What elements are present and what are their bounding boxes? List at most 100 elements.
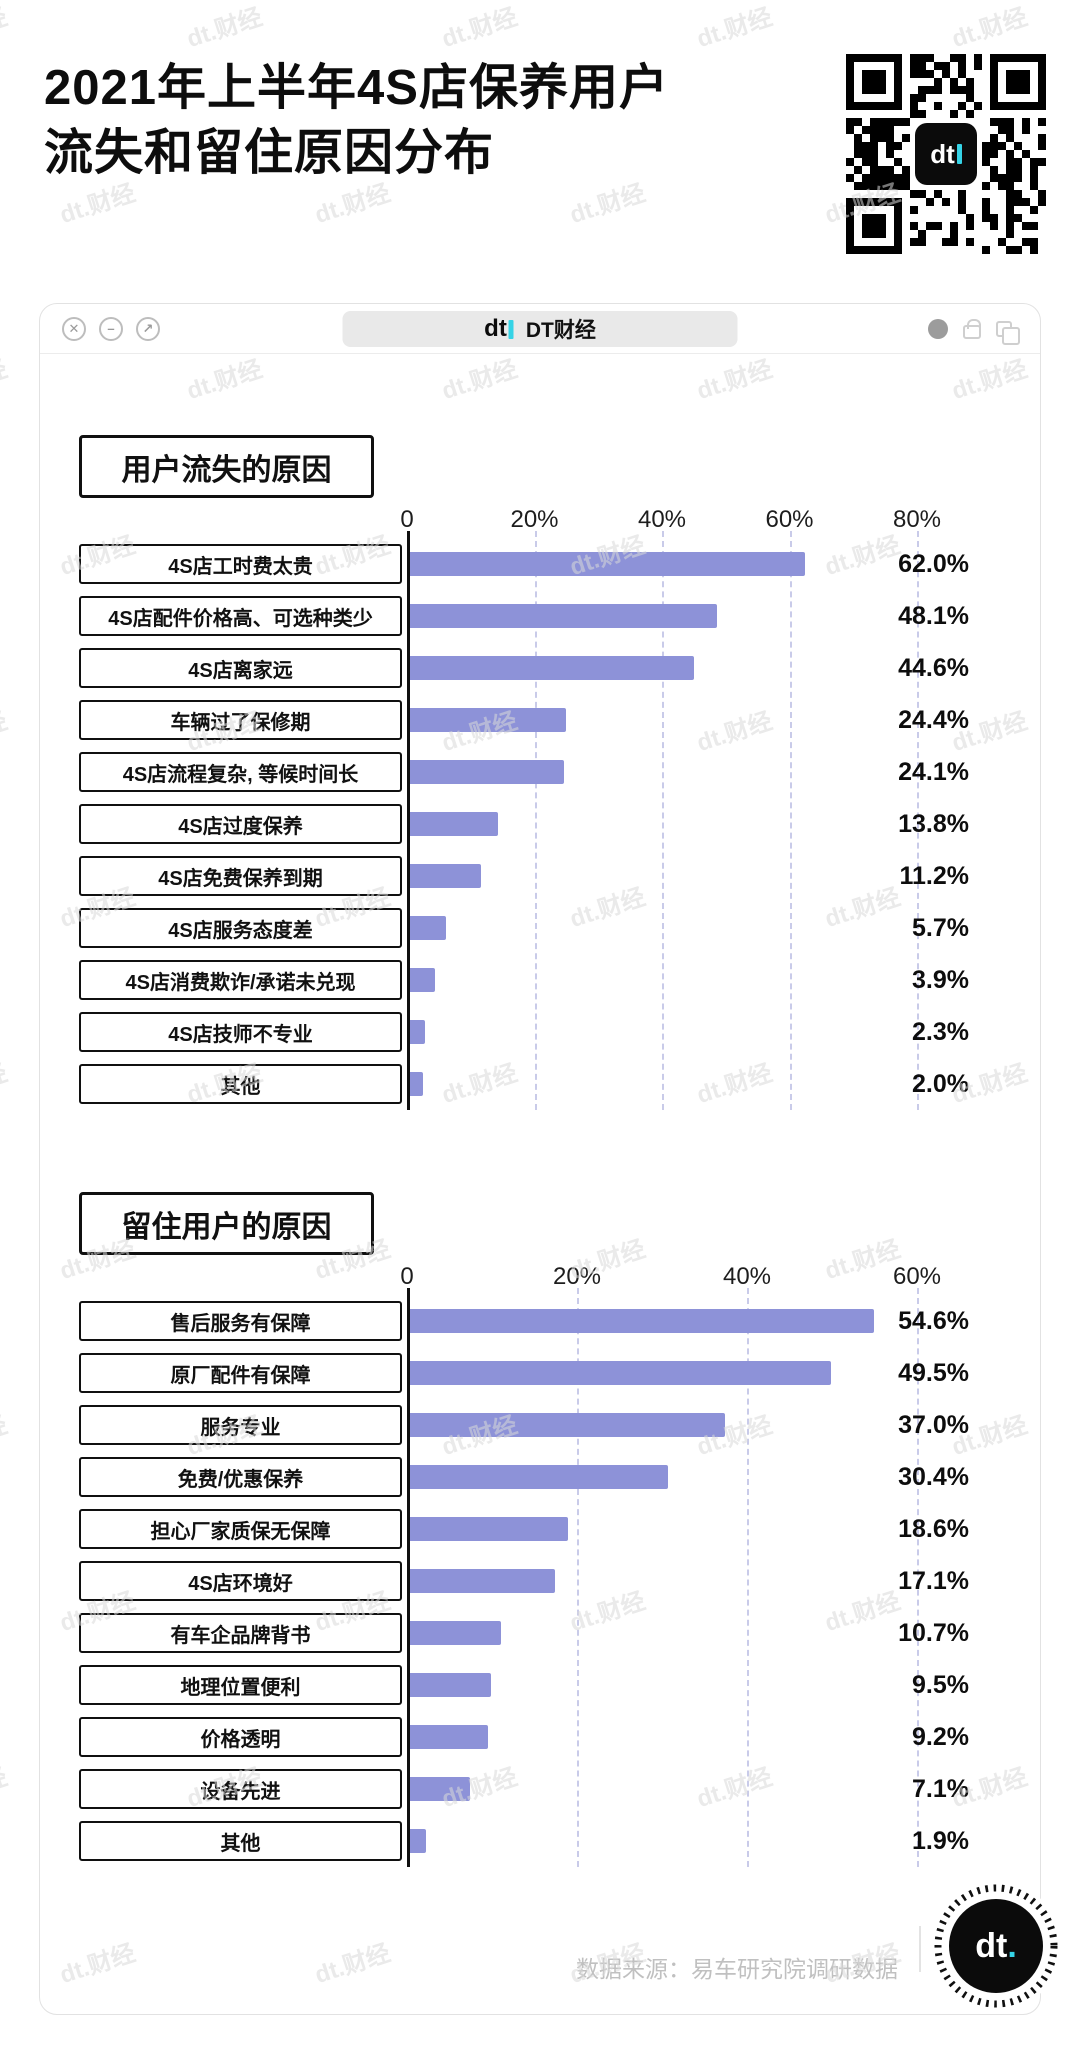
x-tick-label: 80% [892, 506, 942, 533]
bar [410, 1517, 569, 1541]
bar-row: 有车企品牌背书 10.7% [40, 1607, 1040, 1659]
bar-row: 服务专业 37.0% [40, 1399, 1040, 1451]
x-tick-label: 0 [400, 1263, 414, 1290]
lock-icon[interactable] [963, 319, 981, 339]
value-label: 13.8% [898, 809, 969, 838]
value-label: 9.2% [912, 1722, 969, 1751]
bar-row: 地理位置便利 9.5% [40, 1659, 1040, 1711]
dt-logo-accent [508, 319, 514, 339]
value-label: 7.1% [912, 1774, 969, 1803]
chart-title: 留住用户的原因 [79, 1192, 374, 1255]
category-label: 免费/优惠保养 [79, 1457, 402, 1497]
category-label: 4S店服务态度差 [79, 908, 402, 948]
bar-row: 4S店环境好 17.1% [40, 1555, 1040, 1607]
value-label: 1.9% [912, 1826, 969, 1855]
value-label: 24.4% [898, 705, 969, 734]
watermark-text: dt.财经 [948, 3, 1031, 54]
bar-row: 4S店离家远 44.6% [40, 642, 1040, 694]
bar [410, 656, 695, 680]
watermark-text: dt.财经 [0, 3, 11, 54]
window-titlebar: ✕ – ↗ dt DT财经 [40, 304, 1040, 354]
bar [410, 1777, 471, 1801]
bar-row: 4S店消费欺诈/承诺未兑现 3.9% [40, 954, 1040, 1006]
bar [410, 1725, 489, 1749]
x-tick-label: 40% [637, 506, 687, 533]
category-label: 4S店离家远 [79, 648, 402, 688]
external-link-button[interactable]: ↗ [136, 317, 160, 341]
value-label: 2.3% [912, 1017, 969, 1046]
category-label: 4S店环境好 [79, 1561, 402, 1601]
stamp-ring [931, 1881, 1061, 2011]
gridline [662, 531, 664, 1110]
value-label: 54.6% [898, 1306, 969, 1335]
category-label: 4S店配件价格高、可选种类少 [79, 596, 402, 636]
bar [410, 1020, 425, 1044]
bar [410, 708, 566, 732]
watermark-text: dt.财经 [1076, 1587, 1080, 1638]
bar [410, 1413, 725, 1437]
value-label: 3.9% [912, 965, 969, 994]
value-label: 49.5% [898, 1358, 969, 1387]
gridline [577, 1288, 579, 1867]
bar-row: 担心厂家质保无保障 18.6% [40, 1503, 1040, 1555]
dt-logo-accent [956, 144, 962, 164]
category-label: 4S店流程复杂, 等候时间长 [79, 752, 402, 792]
bar-row: 售后服务有保障 54.6% [40, 1295, 1040, 1347]
page-title: 2021年上半年4S店保养用户 流失和留住原因分布 [44, 56, 669, 186]
dt-stamp-logo: dt. [929, 1879, 1063, 2013]
close-button[interactable]: ✕ [62, 317, 86, 341]
watermark-text: dt.财经 [438, 3, 521, 54]
dt-logo: dt [930, 138, 955, 169]
qr-code: dt [846, 54, 1046, 254]
bar [410, 864, 482, 888]
stamp-logo-text: dt. [975, 1926, 1017, 1965]
x-axis: 0 20% 40% 60% 80% [40, 498, 1040, 538]
bar-row: 4S店技师不专业 2.3% [40, 1006, 1040, 1058]
record-icon[interactable] [928, 319, 948, 339]
window-controls: ✕ – ↗ [62, 304, 160, 354]
category-label: 4S店消费欺诈/承诺未兑现 [79, 960, 402, 1000]
category-label: 地理位置便利 [79, 1665, 402, 1705]
copy-icon[interactable] [996, 321, 1020, 345]
dt-logo: dt [484, 315, 514, 343]
chart-title: 用户流失的原因 [79, 435, 374, 498]
value-label: 10.7% [898, 1618, 969, 1647]
bar [410, 1673, 491, 1697]
value-label: 9.5% [912, 1670, 969, 1699]
category-label: 4S店过度保养 [79, 804, 402, 844]
category-label: 4S店免费保养到期 [79, 856, 402, 896]
qr-pattern [846, 54, 1046, 254]
watermark-text: dt.财经 [1076, 1235, 1080, 1286]
category-label: 原厂配件有保障 [79, 1353, 402, 1393]
bar [410, 760, 564, 784]
bar-row: 4S店配件价格高、可选种类少 48.1% [40, 590, 1040, 642]
category-label: 服务专业 [79, 1405, 402, 1445]
value-label: 62.0% [898, 549, 969, 578]
minimize-button[interactable]: – [99, 317, 123, 341]
category-label: 有车企品牌背书 [79, 1613, 402, 1653]
data-source: 数据来源：易车研究院调研数据 [576, 1956, 898, 1982]
browser-window: ✕ – ↗ dt DT财经 用户流失的原因 0 20% 40% 60% 80% 4S店工… [39, 303, 1061, 2015]
title-line-2: 流失和留住原因分布 [44, 126, 495, 181]
bar [410, 1072, 423, 1096]
bar [410, 1569, 556, 1593]
watermark-text: dt.财经 [0, 707, 11, 758]
bar-row: 其他 1.9% [40, 1815, 1040, 1867]
watermark-text: dt.财经 [0, 1763, 11, 1814]
gridline [917, 1288, 919, 1867]
category-label: 其他 [79, 1064, 402, 1104]
value-label: 11.2% [899, 861, 969, 890]
value-label: 24.1% [898, 757, 969, 786]
bar [410, 1361, 831, 1385]
title-line-1: 2021年上半年4S店保养用户 [44, 61, 669, 115]
bar-row: 价格透明 9.2% [40, 1711, 1040, 1763]
value-label: 30.4% [898, 1462, 969, 1491]
x-axis: 0 20% 40% 60% [40, 1255, 1040, 1295]
plot-area: 4S店工时费太贵 62.0% 4S店配件价格高、可选种类少 48.1% 4S店离… [40, 531, 1040, 1110]
bar-row: 4S店免费保养到期 11.2% [40, 850, 1040, 902]
bar-row: 其他 2.0% [40, 1058, 1040, 1110]
brand-name: DT财经 [525, 319, 596, 342]
bar [410, 604, 717, 628]
value-label: 48.1% [898, 601, 969, 630]
